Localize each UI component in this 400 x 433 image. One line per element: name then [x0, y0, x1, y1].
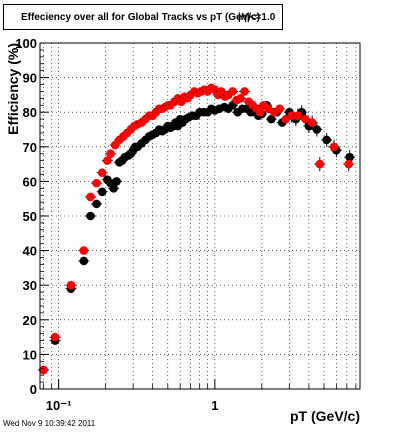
- y-tick-label: 0: [30, 382, 37, 397]
- data-point: [293, 111, 303, 120]
- data-point: [312, 125, 322, 134]
- chart-title: Effeciency over all for Global Tracks vs…: [21, 12, 260, 23]
- y-tick-label: 90: [23, 71, 37, 86]
- data-point: [50, 332, 60, 342]
- data-point: [66, 280, 76, 290]
- data-series: [38, 83, 356, 375]
- data-point: [315, 159, 325, 169]
- data-point: [97, 187, 107, 197]
- axes: 0 10 20 30 40 50 60 70 80 90 100 10⁻¹ 1: [15, 36, 357, 413]
- data-point: [267, 114, 276, 124]
- series-red: [38, 83, 355, 375]
- data-point: [301, 114, 310, 124]
- data-point: [103, 156, 112, 165]
- data-point: [112, 177, 121, 186]
- x-tick-label: 1: [211, 398, 218, 413]
- y-tick-label: 10: [23, 347, 37, 362]
- y-axis-label: Efficiency (%): [5, 43, 21, 135]
- data-point: [86, 192, 95, 202]
- data-point: [329, 142, 339, 152]
- y-tick-label: 50: [23, 209, 37, 224]
- x-axis-label: pT (GeV/c): [290, 408, 360, 424]
- data-point: [79, 246, 89, 255]
- data-point: [344, 159, 354, 169]
- series-black: [38, 100, 356, 375]
- data-point: [97, 168, 107, 178]
- data-point: [345, 152, 354, 162]
- data-point: [255, 107, 265, 117]
- footer-timestamp: Wed Nov 9 10:39:42 2011: [3, 419, 96, 428]
- y-tick-label: 70: [23, 140, 37, 155]
- grid: [40, 43, 360, 389]
- data-point: [322, 135, 331, 145]
- data-point: [79, 256, 89, 266]
- chart-title-box: Effeciency over all for Global Tracks vs…: [3, 4, 283, 30]
- data-point: [92, 199, 101, 209]
- data-point: [109, 184, 118, 193]
- data-point: [228, 87, 237, 96]
- data-point: [86, 211, 95, 221]
- y-tick-label: 40: [23, 244, 37, 259]
- y-tick-label: 20: [23, 313, 37, 328]
- y-tick-label: 30: [23, 278, 37, 293]
- x-tick-label: 10⁻¹: [46, 398, 72, 413]
- data-point: [287, 111, 296, 120]
- data-point: [92, 178, 101, 188]
- y-tick-label: 100: [15, 36, 37, 51]
- data-point: [275, 104, 284, 114]
- data-point: [39, 365, 48, 375]
- data-point: [307, 118, 317, 127]
- data-point: [236, 94, 245, 103]
- data-point: [240, 87, 249, 96]
- chart-title-eta-cut: |η|<=1.0: [238, 12, 276, 23]
- y-tick-label: 80: [23, 105, 37, 120]
- y-tick-label: 60: [23, 174, 37, 189]
- data-point: [106, 149, 115, 159]
